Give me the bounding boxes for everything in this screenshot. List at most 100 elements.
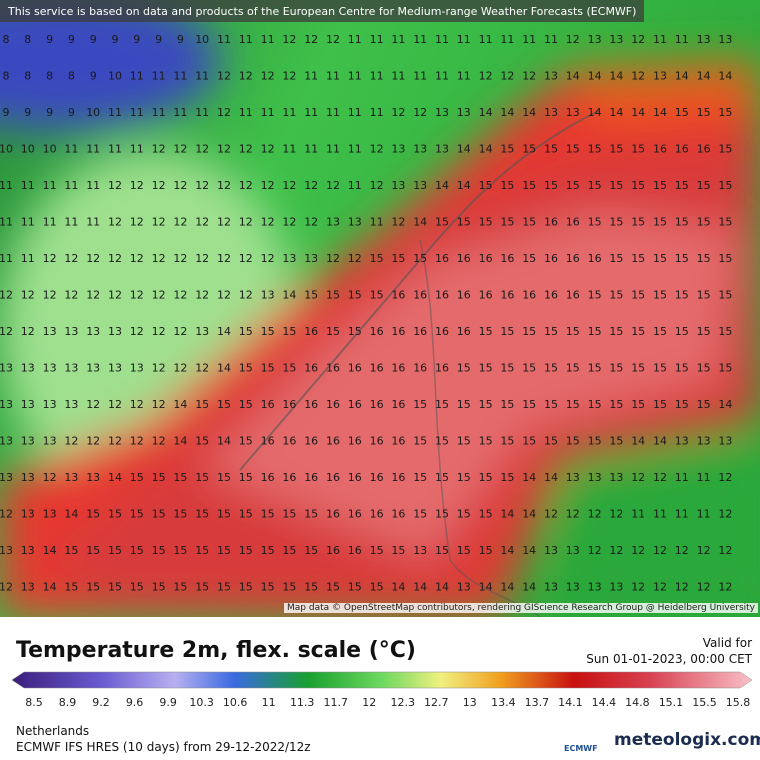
grid-value: 12 (64, 289, 78, 302)
grid-value: 15 (653, 398, 667, 411)
grid-value: 12 (653, 581, 667, 594)
grid-value: 15 (435, 471, 449, 484)
grid-value: 15 (239, 398, 253, 411)
grid-value: 15 (566, 179, 580, 192)
grid-value: 15 (413, 471, 427, 484)
grid-value: 15 (217, 581, 231, 594)
grid-value: 12 (195, 216, 209, 229)
grid-value: 11 (391, 33, 405, 46)
grid-value: 13 (566, 581, 580, 594)
grid-value: 15 (588, 179, 602, 192)
valid-label: Valid for (702, 636, 752, 650)
grid-value: 11 (64, 179, 78, 192)
grid-value: 12 (348, 252, 362, 265)
grid-value: 12 (152, 289, 166, 302)
grid-value: 8 (24, 33, 31, 46)
grid-value: 15 (631, 289, 645, 302)
grid-value: 11 (217, 33, 231, 46)
grid-value: 12 (152, 143, 166, 156)
grid-value: 16 (304, 325, 318, 338)
grid-value: 15 (195, 581, 209, 594)
grid-value: 14 (609, 106, 623, 119)
grid-value: 16 (326, 362, 340, 375)
grid-value: 11 (479, 33, 493, 46)
grid-value: 12 (261, 252, 275, 265)
grid-value: 15 (304, 544, 318, 557)
grid-value: 11 (0, 179, 13, 192)
grid-value: 13 (457, 581, 471, 594)
grid-value: 15 (282, 362, 296, 375)
grid-value: 15 (631, 398, 645, 411)
grid-value: 13 (304, 252, 318, 265)
grid-value: 11 (457, 70, 471, 83)
grid-value: 12 (239, 143, 253, 156)
grid-value: 14 (282, 289, 296, 302)
grid-value: 15 (239, 435, 253, 448)
grid-value: 12 (500, 70, 514, 83)
ecmwf-logo: ECMWF (564, 744, 598, 753)
grid-value: 16 (370, 435, 384, 448)
grid-value: 15 (86, 508, 100, 521)
grid-value: 12 (217, 289, 231, 302)
grid-value: 14 (479, 143, 493, 156)
grid-value: 13 (21, 508, 35, 521)
grid-value: 10 (195, 33, 209, 46)
grid-value: 16 (282, 471, 296, 484)
grid-value: 15 (239, 508, 253, 521)
grid-value: 12 (566, 33, 580, 46)
grid-value: 13 (348, 216, 362, 229)
grid-value: 15 (152, 471, 166, 484)
grid-value: 12 (195, 289, 209, 302)
grid-value: 16 (391, 398, 405, 411)
grid-value: 13 (86, 362, 100, 375)
grid-value: 11 (675, 508, 689, 521)
grid-value: 11 (500, 33, 514, 46)
grid-value: 11 (239, 33, 253, 46)
grid-value: 13 (0, 398, 13, 411)
grid-value: 15 (609, 362, 623, 375)
grid-value: 12 (86, 398, 100, 411)
grid-value: 11 (261, 106, 275, 119)
grid-value: 16 (457, 289, 471, 302)
grid-value: 11 (697, 508, 711, 521)
grid-value: 11 (391, 70, 405, 83)
grid-value: 13 (566, 544, 580, 557)
grid-value: 13 (588, 471, 602, 484)
scale-labels: 8.5 8.9 9.2 9.6 9.9 10.3 10.6 11 11.3 11.7 12 12.3 1… (0, 696, 760, 712)
grid-value: 15 (566, 325, 580, 338)
grid-value: 14 (457, 179, 471, 192)
grid-value: 15 (609, 289, 623, 302)
grid-value: 14 (217, 325, 231, 338)
grid-value: 15 (500, 143, 514, 156)
grid-value: 11 (21, 252, 35, 265)
grid-value: 12 (108, 179, 122, 192)
grid-value: 16 (457, 252, 471, 265)
grid-value: 16 (348, 435, 362, 448)
grid-value: 12 (21, 289, 35, 302)
grid-value: 15 (479, 508, 493, 521)
grid-value: 13 (43, 508, 57, 521)
grid-value: 16 (653, 143, 667, 156)
grid-value: 11 (152, 70, 166, 83)
grid-value: 12 (239, 252, 253, 265)
grid-value: 9 (90, 33, 97, 46)
grid-value: 15 (588, 143, 602, 156)
grid-value: 12 (173, 252, 187, 265)
grid-value: 9 (90, 70, 97, 83)
grid-value: 15 (718, 216, 732, 229)
grid-value: 15 (239, 362, 253, 375)
grid-value: 14 (522, 508, 536, 521)
grid-value: 15 (653, 289, 667, 302)
grid-value: 13 (588, 581, 602, 594)
grid-value: 15 (609, 435, 623, 448)
grid-value: 13 (653, 70, 667, 83)
grid-value: 11 (370, 70, 384, 83)
grid-value: 16 (370, 362, 384, 375)
grid-value: 13 (21, 398, 35, 411)
grid-value: 11 (326, 70, 340, 83)
grid-value: 12 (631, 33, 645, 46)
grid-value: 11 (239, 106, 253, 119)
scale-label: 15.8 (725, 696, 751, 709)
grid-value: 15 (217, 508, 231, 521)
grid-value: 15 (370, 252, 384, 265)
